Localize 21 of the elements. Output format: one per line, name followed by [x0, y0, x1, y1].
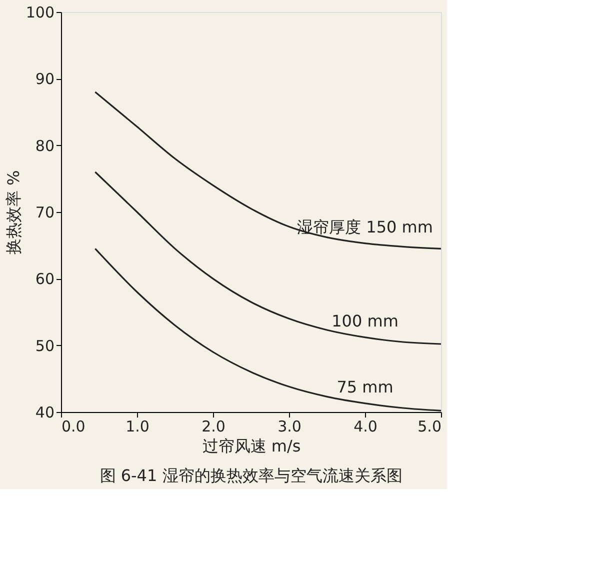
line-series [94, 91, 442, 250]
caption: 图 6-41 湿帘的换热效率与空气流速关系图 [100, 466, 402, 485]
series-label: 75 mm [336, 377, 394, 396]
line-series [94, 248, 442, 412]
y-tick-label: 50 [35, 336, 54, 355]
x-axis-title: 过帘风速 m/s [202, 436, 301, 456]
y-tick-label: 60 [35, 270, 54, 288]
x-tick-label: 3.0 [278, 418, 302, 436]
y-tick-label: 100 [26, 4, 54, 22]
x-tick-label: 4.0 [354, 418, 378, 436]
y-tick-label: 90 [35, 70, 54, 88]
y-axis-title: 换热效率 % [4, 170, 23, 255]
y-tick-label: 70 [35, 204, 54, 222]
x-tick-label: 2.0 [202, 418, 226, 436]
series-label: 100 mm [332, 311, 398, 330]
line-series [94, 171, 442, 345]
y-tick-label: 80 [35, 136, 54, 155]
x-tick-label: 0.0 [62, 418, 86, 436]
x-tick-label: 5.0 [418, 418, 442, 436]
y-tick-label: 40 [35, 404, 54, 422]
x-tick-label: 1.0 [126, 418, 150, 436]
